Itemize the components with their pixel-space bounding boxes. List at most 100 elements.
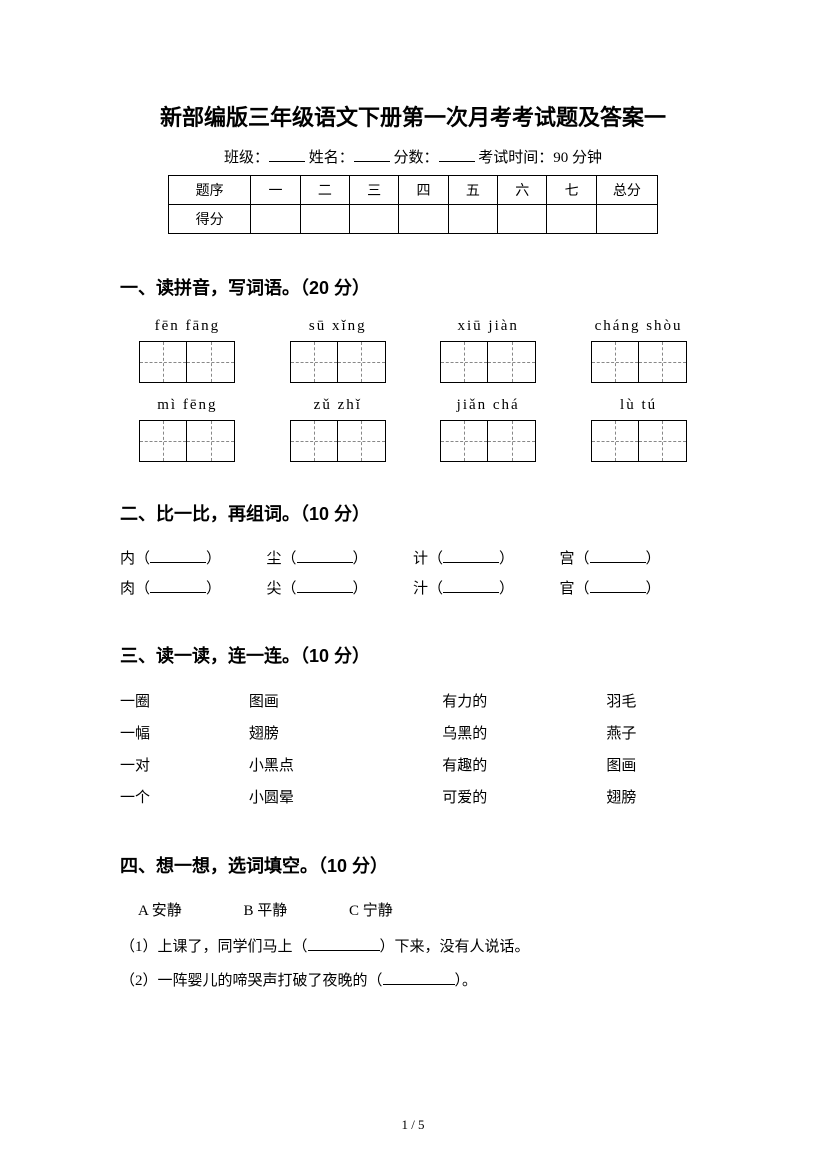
writing-grid[interactable] [139,420,235,462]
writing-grid[interactable] [440,341,536,383]
class-label: 班级： [224,150,269,166]
fill-blank[interactable] [297,549,353,563]
sentence-line: （2）一阵婴儿的啼哭声打破了夜晚的（ ）。 [120,966,706,996]
pinyin-row: mì fēng zǔ zhǐ jiǎn chá lù tú [120,397,706,462]
score-table: 题序 一 二 三 四 五 六 七 总分 得分 [168,175,658,234]
fill-blank[interactable] [308,937,380,951]
writing-grid[interactable] [290,341,386,383]
sentence-line: （1）上课了，同学们马上（ ）下来，没有人说话。 [120,932,706,962]
match-item: 翅膀 [249,718,442,750]
fill-blank[interactable] [150,549,206,563]
match-item: 有力的 [442,686,606,718]
match-item: 小圆晕 [249,782,442,814]
pinyin-item: zǔ zhǐ [270,397,405,462]
pinyin-item: cháng shòu [571,318,706,383]
pinyin-text: zǔ zhǐ [314,397,362,414]
writing-grid[interactable] [440,420,536,462]
name-label: 姓名： [309,150,354,166]
score-cell[interactable] [596,205,657,234]
fill-blank[interactable] [383,971,455,985]
match-item: 一对 [120,750,249,782]
writing-grid[interactable] [591,420,687,462]
form-line: 班级： 姓名： 分数： 考试时间：90 分钟 [120,146,706,167]
pinyin-item: fēn fāng [120,318,255,383]
section-heading: 二、比一比，再组词。（10 分） [120,500,706,526]
col-header: 四 [399,176,448,205]
fill-blank[interactable] [150,579,206,593]
compare-pair: 内（） [120,544,267,574]
sentence-prefix: （1）上课了，同学们马上（ [120,939,308,955]
pinyin-text: fēn fāng [155,318,221,335]
char: 宫 [560,551,575,567]
fill-blank[interactable] [590,549,646,563]
score-cell[interactable] [448,205,497,234]
compare-pair: 计（） [413,544,560,574]
writing-grid[interactable] [139,341,235,383]
writing-grid[interactable] [290,420,386,462]
match-item: 可爱的 [442,782,606,814]
match-item: 小黑点 [249,750,442,782]
char: 尖 [267,581,282,597]
pinyin-text: mì fēng [157,397,217,414]
match-row: 一对 小黑点 有趣的 图画 [120,750,706,782]
fill-blank[interactable] [443,549,499,563]
compare-pair: 汁（） [413,574,560,604]
score-label: 分数： [394,150,439,166]
compare-pair: 宫（） [560,544,707,574]
options-line: A 安静 B 平静 C 宁静 [138,896,706,926]
match-item: 燕子 [606,718,706,750]
page-title: 新部编版三年级语文下册第一次月考考试题及答案一 [120,100,706,132]
score-cell[interactable] [547,205,596,234]
score-cell[interactable] [300,205,349,234]
match-row: 一圈 图画 有力的 羽毛 [120,686,706,718]
class-blank[interactable] [269,146,305,162]
score-cell[interactable] [251,205,300,234]
pinyin-row: fēn fāng sū xǐng xiū jiàn cháng shòu [120,318,706,383]
option-item: B 平静 [244,896,288,926]
col-header: 总分 [596,176,657,205]
match-block: 一圈 图画 有力的 羽毛 一幅 翅膀 乌黑的 燕子 一对 小黑点 有趣的 图画 … [120,686,706,814]
row-label: 得分 [169,205,251,234]
pinyin-item: xiū jiàn [421,318,556,383]
sentence-prefix: （2）一阵婴儿的啼哭声打破了夜晚的（ [120,973,383,989]
compare-pair: 尘（） [267,544,414,574]
sentence-suffix: ）下来，没有人说话。 [380,939,530,955]
fill-blank[interactable] [590,579,646,593]
section-heading: 三、读一读，连一连。（10 分） [120,642,706,668]
fill-word-block: A 安静 B 平静 C 宁静 （1）上课了，同学们马上（ ）下来，没有人说话。 （… [120,896,706,996]
match-row: 一幅 翅膀 乌黑的 燕子 [120,718,706,750]
char: 计 [413,551,428,567]
match-item: 有趣的 [442,750,606,782]
section-3: 三、读一读，连一连。（10 分） 一圈 图画 有力的 羽毛 一幅 翅膀 乌黑的 … [120,642,706,814]
pinyin-text: lù tú [620,397,657,414]
char: 尘 [267,551,282,567]
col-header: 六 [498,176,547,205]
pinyin-text: xiū jiàn [457,318,518,335]
score-cell[interactable] [498,205,547,234]
score-blank[interactable] [439,146,475,162]
match-item: 乌黑的 [442,718,606,750]
match-item: 翅膀 [606,782,706,814]
section-1: 一、读拼音，写词语。（20 分） fēn fāng sū xǐng xiū ji… [120,274,706,462]
compare-row: 内（） 尘（） 计（） 宫（） [120,544,706,574]
score-cell[interactable] [399,205,448,234]
match-item: 图画 [249,686,442,718]
name-blank[interactable] [354,146,390,162]
fill-blank[interactable] [297,579,353,593]
pager: 1 / 5 [0,1117,826,1133]
pinyin-text: jiǎn chá [457,397,520,414]
match-item: 一幅 [120,718,249,750]
section-2: 二、比一比，再组词。（10 分） 内（） 尘（） 计（） 宫（） 肉（） 尖（）… [120,500,706,604]
compare-pair: 官（） [560,574,707,604]
col-header: 五 [448,176,497,205]
writing-grid[interactable] [591,341,687,383]
sentence-suffix: ）。 [455,973,478,989]
col-header: 七 [547,176,596,205]
section-4: 四、想一想，选词填空。（10 分） A 安静 B 平静 C 宁静 （1）上课了，… [120,852,706,996]
fill-blank[interactable] [443,579,499,593]
score-cell[interactable] [350,205,399,234]
char: 汁 [413,581,428,597]
pinyin-item: sū xǐng [270,318,405,383]
char: 肉 [120,581,135,597]
compare-pair: 肉（） [120,574,267,604]
